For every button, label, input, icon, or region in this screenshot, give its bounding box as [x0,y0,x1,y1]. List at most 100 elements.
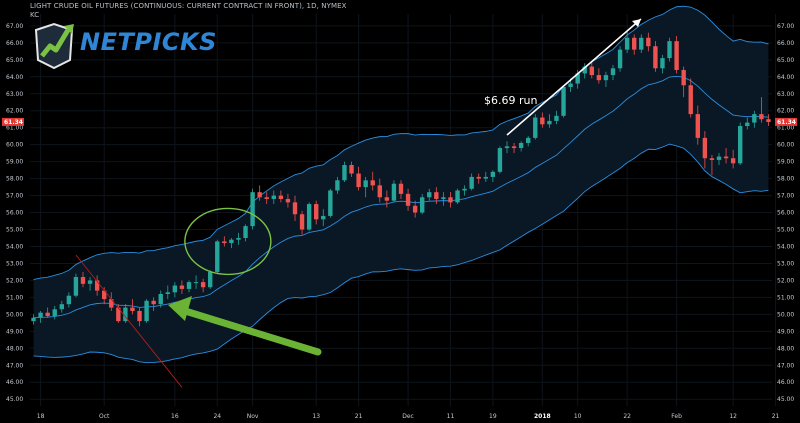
candle-body [398,183,404,194]
candle-body [172,285,178,293]
y-tick-label-right: 58.00 [777,176,794,183]
chart-title: LIGHT CRUDE OIL FUTURES (CONTINUOUS: CUR… [30,2,347,10]
candle-body [208,271,213,288]
y-tick-label-left: 54.00 [6,243,23,250]
y-tick-label-right: 61.00 [777,125,794,132]
x-tick-label: 16 [171,413,179,420]
candle-body [490,171,496,177]
candle-body [462,188,467,191]
candle-body [547,120,552,125]
candle-body [102,290,107,300]
candle-body [745,122,750,126]
y-tick-label-right: 50.00 [777,311,794,318]
y-tick-label-right: 64.00 [777,74,794,81]
x-tick-label: 10 [574,413,582,420]
candle-body [236,238,241,240]
candle-body [476,176,481,179]
candle-body [511,146,517,149]
candle-body [384,197,390,201]
candle-body [483,176,488,179]
candle-body [165,292,170,294]
candle-body [533,117,538,138]
y-tick-label-left: 49.00 [6,328,23,335]
candle-body [363,180,368,188]
candle-body [497,148,503,172]
candle-body [596,75,602,81]
x-tick-label: 12 [729,413,737,420]
candle-body [582,66,587,74]
last-price-tag-right: 61.34 [775,117,797,126]
y-tick-label-right: 53.00 [777,260,794,267]
candle-body [278,195,284,199]
last-price-tag-bg [2,117,24,126]
x-tick-label: Feb [671,413,682,420]
y-tick-label-right: 46.00 [777,379,794,386]
y-tick-label-left: 60.00 [6,142,23,149]
candle-body [222,241,227,244]
candle-body [229,239,234,244]
y-tick-label-right: 59.00 [777,159,794,166]
candle-body [610,68,616,76]
candle-body [766,119,771,122]
candle-body [681,70,686,86]
y-tick-label-left: 48.00 [6,345,23,352]
x-tick-label: Dec [402,413,414,420]
y-tick-label-left: 59.00 [6,159,23,166]
candle-body [405,193,411,206]
y-tick-label-right: 55.00 [777,227,794,234]
y-tick-label-left: 47.00 [6,362,23,369]
candle-body [38,312,43,318]
candle-body [561,86,566,116]
y-tick-label-left: 58.00 [6,176,23,183]
candle-body [730,158,736,164]
y-tick-label-left: 67.00 [6,23,23,30]
candle-body [377,185,382,198]
x-tick-label: Nov [247,413,259,420]
candle-body [109,299,114,308]
candle-body [66,295,72,305]
red-trendline [75,254,183,388]
last-price-text: 61.34 [777,119,796,126]
candle-body [299,214,305,230]
candle-body [306,204,312,230]
candle-body [526,137,531,143]
candle-body [151,300,156,305]
candle-body [504,146,510,149]
y-tick-label-left: 50.00 [6,311,23,318]
candle-body [328,190,333,216]
price-axis: 45.00 45.00 46.00 46.00 47.00 47.00 48.00 48.00… [2,23,797,403]
candle-body [179,285,185,289]
chart-annotations: $6.69 run [75,18,642,388]
x-tick-label: 19 [489,413,497,420]
candle-body [617,49,623,69]
y-tick-label-right: 57.00 [777,193,794,200]
y-tick-label-left: 46.00 [6,379,23,386]
candle-body [469,176,474,189]
candle-body [723,156,729,159]
y-tick-label-left: 61.00 [6,125,23,132]
x-tick-label: 11 [447,413,455,420]
candle-body [674,41,679,70]
candle-body [52,309,57,317]
candle-body [441,197,446,199]
green-arrow-shaft [178,306,322,356]
y-tick-label-right: 67.00 [777,23,794,30]
y-tick-label-left: 51.00 [6,294,23,301]
candle-body [391,183,397,201]
green-arrow-head [168,296,192,321]
y-tick-label-right: 56.00 [777,210,794,217]
candle-body [716,156,722,160]
candle-body [554,115,559,121]
y-tick-label-left: 56.00 [6,210,23,217]
candle-body [335,180,340,191]
candle-body [448,197,453,203]
y-tick-label-left: 57.00 [6,193,23,200]
candle-body [271,195,276,199]
y-tick-label-left: 62.00 [6,108,23,115]
candle-body [285,198,291,203]
candle-body [540,117,545,125]
x-tick-label: 2018 [534,413,551,420]
candle-body [646,37,651,47]
chart-arrow-logo-icon [34,22,74,70]
candle-body [193,282,199,284]
